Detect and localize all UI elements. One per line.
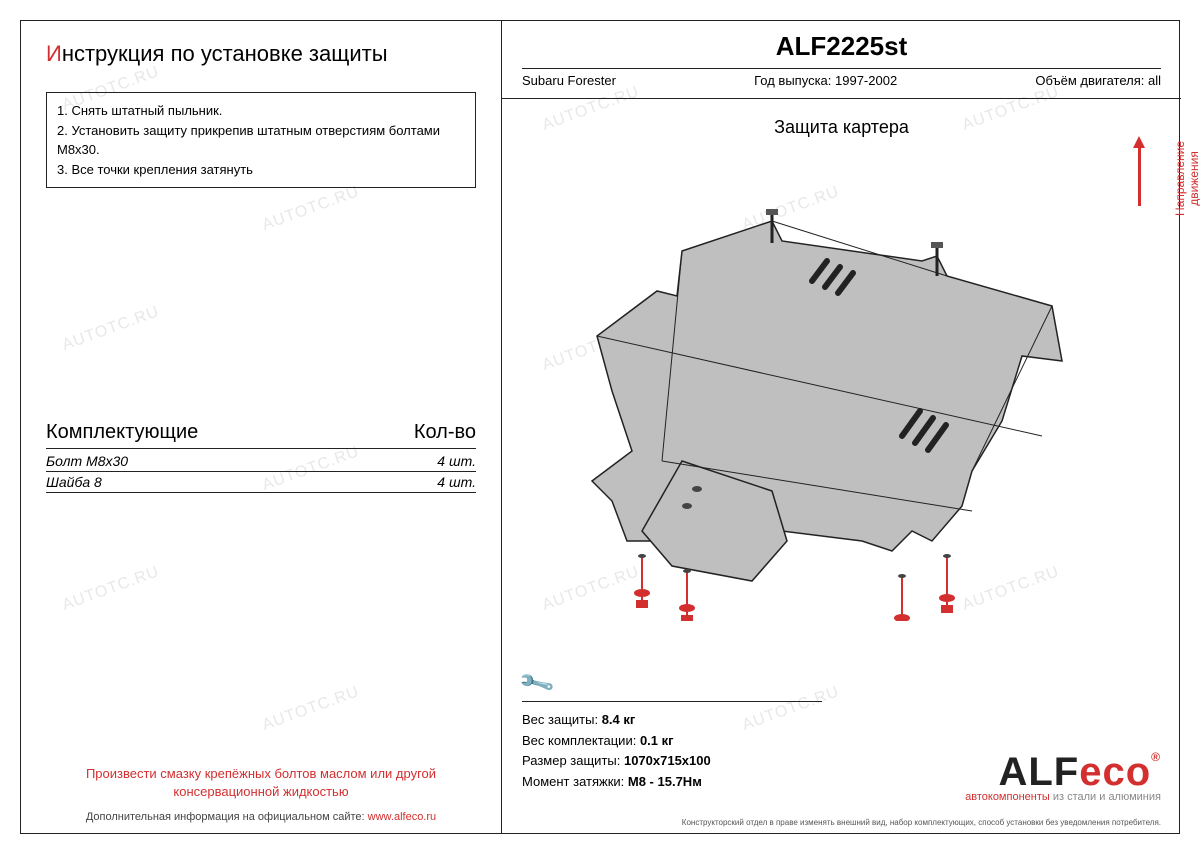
disclaimer-text: Конструкторский отдел в праве изменять в… [682,818,1161,827]
product-header: ALF2225st Subaru Forester Год выпуска: 1… [502,21,1181,99]
component-qty: 4 шт. [437,453,476,469]
wrench-icon: 🔧 [517,663,557,703]
brand-logo: ALFeco® автокомпоненты из стали и алюмин… [965,750,1161,803]
logo-text: ALFeco® [965,750,1161,795]
title-rest: нструкция по установке защиты [62,41,388,66]
footer-text: Дополнительная информация на официальном… [86,811,368,823]
spec-torque: Момент затяжки: М8 - 15.7Нм [522,772,822,793]
lubrication-note: Произвести смазку крепёжных болтов масло… [46,765,476,801]
footer-link: www.alfeco.ru [368,811,436,823]
spec-weight: Вес защиты: 8.4 кг [522,710,822,731]
components-table: Комплектующие Кол-во Болт М8х30 4 шт. Ша… [46,421,476,493]
component-qty: 4 шт. [437,474,476,490]
logo-eco: eco [1079,750,1151,794]
components-header: Комплектующие Кол-во [46,421,476,449]
instruction-step: 1. Снять штатный пыльник. [57,101,465,121]
logo-reg: ® [1151,750,1161,764]
table-row: Болт М8х30 4 шт. [46,451,476,472]
title-first-letter: И [46,41,62,66]
part-number: ALF2225st [522,31,1161,62]
specifications: Вес защиты: 8.4 кг Вес комплектации: 0.1… [522,701,822,793]
footer-info: Дополнительная информация на официальном… [46,811,476,823]
skid-plate-diagram [542,161,1102,621]
vehicle-name: Subaru Forester [522,73,616,88]
diagram-title: Защита картера [502,117,1181,138]
instruction-step: 2. Установить защиту прикрепив штатным о… [57,121,465,160]
component-name: Болт М8х30 [46,453,128,469]
right-panel: ALF2225st Subaru Forester Год выпуска: 1… [501,21,1181,833]
document-frame: Инструкция по установке защиты 1. Снять … [20,20,1180,834]
spec-kit-weight: Вес комплектации: 0.1 кг [522,731,822,752]
components-title: Комплектующие [46,421,198,444]
vehicle-info-row: Subaru Forester Год выпуска: 1997-2002 О… [522,68,1161,92]
logo-alf: ALF [998,750,1079,794]
spec-size: Размер защиты: 1070х715х100 [522,751,822,772]
component-name: Шайба 8 [46,474,102,490]
instruction-step: 3. Все точки крепления затянуть [57,160,465,180]
direction-arrow-icon [1138,146,1141,206]
instruction-box: 1. Снять штатный пыльник. 2. Установить … [46,92,476,188]
instruction-title: Инструкция по установке защиты [46,41,476,67]
direction-label: Направлениедвижения [1173,141,1200,216]
left-panel: Инструкция по установке защиты 1. Снять … [21,21,501,833]
year-info: Год выпуска: 1997-2002 [754,73,897,88]
engine-info: Объём двигателя: all [1035,73,1161,88]
table-row: Шайба 8 4 шт. [46,472,476,493]
qty-title: Кол-во [414,421,476,444]
logo-subtitle: автокомпоненты из стали и алюминия [965,791,1161,803]
